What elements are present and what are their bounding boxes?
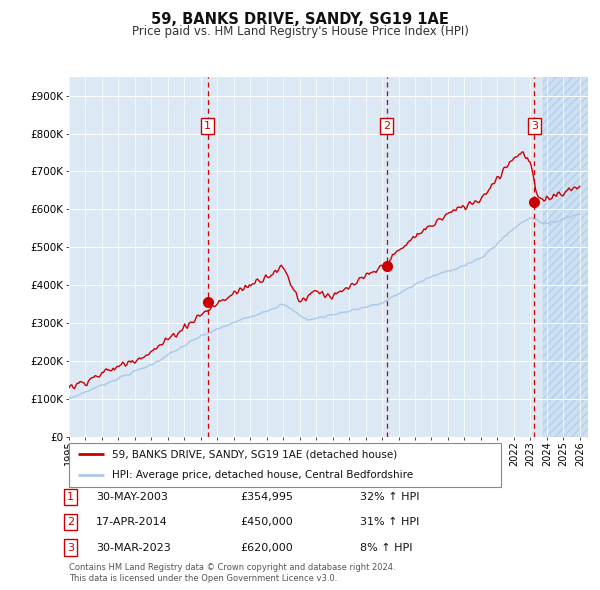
Bar (542, 77, 588, 437)
Text: 30-MAY-2003: 30-MAY-2003 (96, 492, 168, 502)
Text: 2: 2 (67, 517, 74, 527)
Text: Contains HM Land Registry data © Crown copyright and database right 2024.: Contains HM Land Registry data © Crown c… (69, 563, 395, 572)
Text: 1: 1 (204, 121, 211, 131)
Text: 59, BANKS DRIVE, SANDY, SG19 1AE: 59, BANKS DRIVE, SANDY, SG19 1AE (151, 12, 449, 27)
Text: 59, BANKS DRIVE, SANDY, SG19 1AE (detached house): 59, BANKS DRIVE, SANDY, SG19 1AE (detach… (112, 450, 397, 460)
Text: HPI: Average price, detached house, Central Bedfordshire: HPI: Average price, detached house, Cent… (112, 470, 413, 480)
Text: 8% ↑ HPI: 8% ↑ HPI (360, 543, 413, 552)
Text: £620,000: £620,000 (240, 543, 293, 552)
Text: 3: 3 (67, 543, 74, 552)
Text: 31% ↑ HPI: 31% ↑ HPI (360, 517, 419, 527)
Text: 3: 3 (531, 121, 538, 131)
Text: £450,000: £450,000 (240, 517, 293, 527)
Text: This data is licensed under the Open Government Licence v3.0.: This data is licensed under the Open Gov… (69, 574, 337, 583)
Text: Price paid vs. HM Land Registry's House Price Index (HPI): Price paid vs. HM Land Registry's House … (131, 25, 469, 38)
Text: 2: 2 (383, 121, 391, 131)
Text: 1: 1 (67, 492, 74, 502)
Text: 30-MAR-2023: 30-MAR-2023 (96, 543, 171, 552)
Text: £354,995: £354,995 (240, 492, 293, 502)
Text: 17-APR-2014: 17-APR-2014 (96, 517, 168, 527)
Text: 32% ↑ HPI: 32% ↑ HPI (360, 492, 419, 502)
